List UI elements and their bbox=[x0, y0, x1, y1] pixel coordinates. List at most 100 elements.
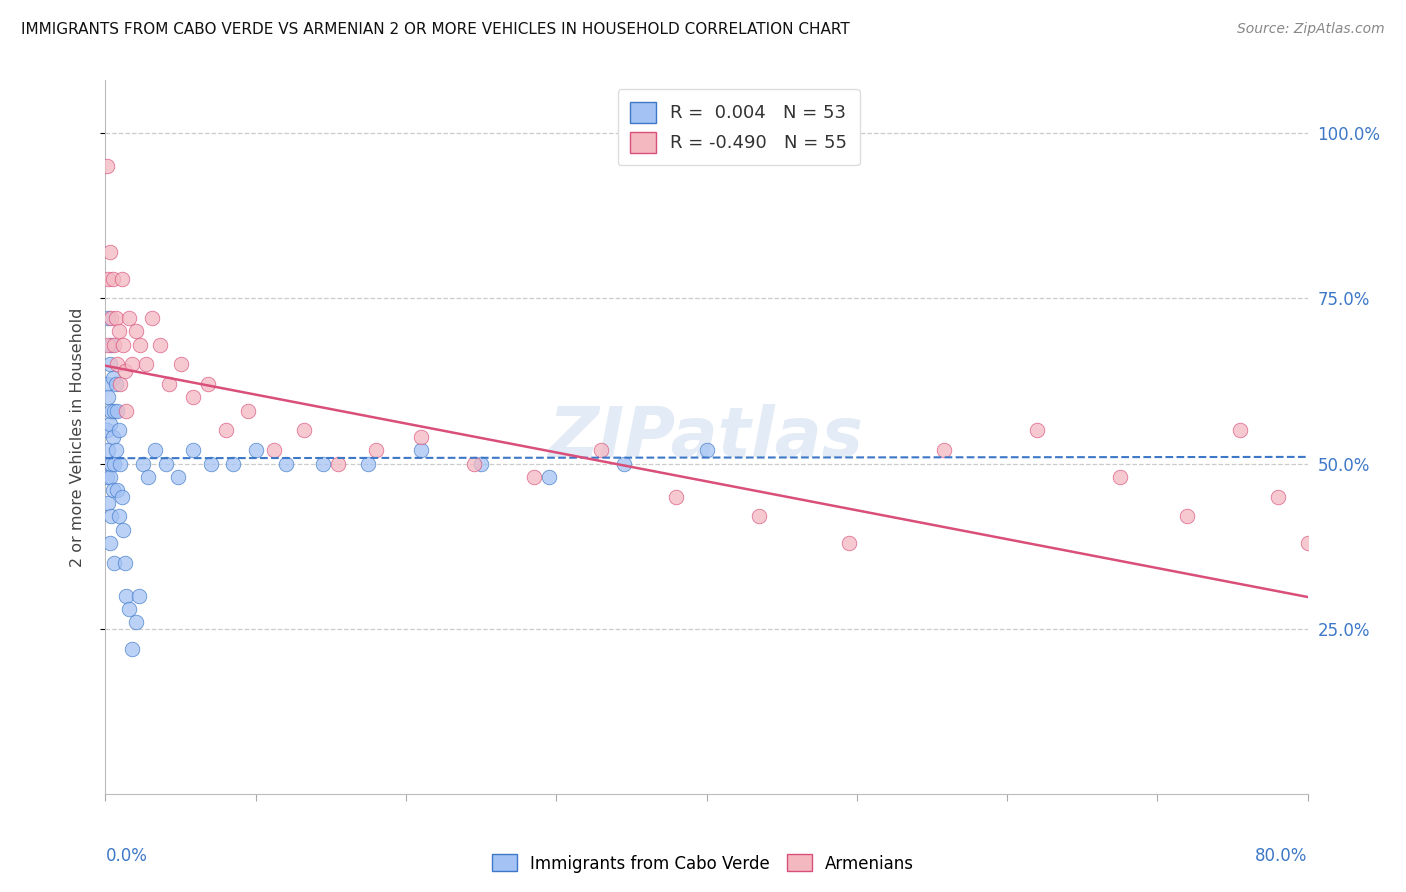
Point bbox=[100, 509, 122, 524]
Point bbox=[197, 377, 219, 392]
Point bbox=[238, 403, 260, 417]
Point bbox=[1026, 424, 1049, 438]
Point bbox=[107, 483, 129, 497]
Point bbox=[100, 403, 122, 417]
Point bbox=[103, 337, 125, 351]
Point bbox=[97, 496, 120, 510]
Point bbox=[112, 523, 135, 537]
Point bbox=[312, 457, 335, 471]
Legend: R =  0.004   N = 53, R = -0.490   N = 55: R = 0.004 N = 53, R = -0.490 N = 55 bbox=[617, 89, 860, 165]
Point bbox=[115, 589, 138, 603]
Point bbox=[128, 589, 150, 603]
Point bbox=[838, 536, 860, 550]
Point bbox=[214, 424, 236, 438]
Point bbox=[112, 337, 135, 351]
Point bbox=[1267, 490, 1289, 504]
Point bbox=[148, 337, 170, 351]
Point bbox=[108, 424, 131, 438]
Point bbox=[463, 457, 485, 471]
Point bbox=[166, 469, 188, 483]
Point bbox=[124, 324, 146, 338]
Text: IMMIGRANTS FROM CABO VERDE VS ARMENIAN 2 OR MORE VEHICLES IN HOUSEHOLD CORRELATI: IMMIGRANTS FROM CABO VERDE VS ARMENIAN 2… bbox=[21, 22, 849, 37]
Point bbox=[409, 430, 432, 444]
Point bbox=[96, 424, 118, 438]
Point bbox=[97, 391, 120, 405]
Point bbox=[111, 490, 134, 504]
Point bbox=[100, 337, 122, 351]
Point bbox=[1326, 509, 1348, 524]
Point bbox=[200, 457, 222, 471]
Text: 80.0%: 80.0% bbox=[1256, 847, 1308, 865]
Point bbox=[143, 443, 166, 458]
Point bbox=[101, 430, 124, 444]
Point bbox=[357, 457, 380, 471]
Point bbox=[263, 443, 285, 458]
Point bbox=[696, 443, 718, 458]
Point bbox=[1296, 536, 1319, 550]
Point bbox=[124, 615, 146, 629]
Point bbox=[1357, 536, 1379, 550]
Point bbox=[98, 358, 121, 372]
Point bbox=[591, 443, 613, 458]
Point bbox=[155, 457, 177, 471]
Point bbox=[665, 490, 688, 504]
Point bbox=[107, 358, 129, 372]
Point bbox=[104, 377, 127, 392]
Point bbox=[96, 159, 118, 173]
Point bbox=[470, 457, 492, 471]
Point bbox=[100, 457, 122, 471]
Point bbox=[292, 424, 315, 438]
Point bbox=[121, 641, 143, 656]
Point bbox=[135, 358, 157, 372]
Point bbox=[101, 483, 124, 497]
Point bbox=[121, 358, 143, 372]
Point bbox=[114, 364, 136, 378]
Point bbox=[108, 509, 131, 524]
Point bbox=[274, 457, 297, 471]
Point bbox=[1402, 556, 1406, 570]
Point bbox=[1108, 469, 1130, 483]
Legend: Immigrants from Cabo Verde, Armenians: Immigrants from Cabo Verde, Armenians bbox=[485, 847, 921, 880]
Point bbox=[103, 556, 125, 570]
Text: 0.0%: 0.0% bbox=[105, 847, 148, 865]
Point bbox=[98, 469, 121, 483]
Point bbox=[110, 377, 132, 392]
Point bbox=[98, 245, 121, 260]
Point bbox=[103, 457, 125, 471]
Point bbox=[181, 391, 204, 405]
Point bbox=[98, 417, 121, 431]
Point bbox=[104, 311, 127, 326]
Point bbox=[1175, 509, 1198, 524]
Point bbox=[97, 271, 120, 285]
Point bbox=[103, 403, 125, 417]
Text: ZIPatlas: ZIPatlas bbox=[548, 403, 865, 471]
Point bbox=[96, 377, 118, 392]
Point bbox=[97, 443, 120, 458]
Point bbox=[1379, 556, 1402, 570]
Point bbox=[222, 457, 245, 471]
Point bbox=[100, 311, 122, 326]
Point bbox=[101, 370, 124, 384]
Point bbox=[107, 403, 129, 417]
Point bbox=[181, 443, 204, 458]
Point bbox=[136, 469, 159, 483]
Point bbox=[98, 536, 121, 550]
Text: Source: ZipAtlas.com: Source: ZipAtlas.com bbox=[1237, 22, 1385, 37]
Point bbox=[157, 377, 180, 392]
Point bbox=[245, 443, 267, 458]
Point bbox=[110, 457, 132, 471]
Point bbox=[141, 311, 163, 326]
Point bbox=[409, 443, 432, 458]
Y-axis label: 2 or more Vehicles in Household: 2 or more Vehicles in Household bbox=[70, 308, 84, 566]
Point bbox=[114, 556, 136, 570]
Point bbox=[118, 602, 141, 616]
Point bbox=[1229, 424, 1251, 438]
Point bbox=[613, 457, 636, 471]
Point bbox=[132, 457, 155, 471]
Point bbox=[115, 403, 138, 417]
Point bbox=[537, 469, 560, 483]
Point bbox=[101, 271, 124, 285]
Point bbox=[97, 337, 120, 351]
Point bbox=[111, 271, 134, 285]
Point bbox=[97, 311, 120, 326]
